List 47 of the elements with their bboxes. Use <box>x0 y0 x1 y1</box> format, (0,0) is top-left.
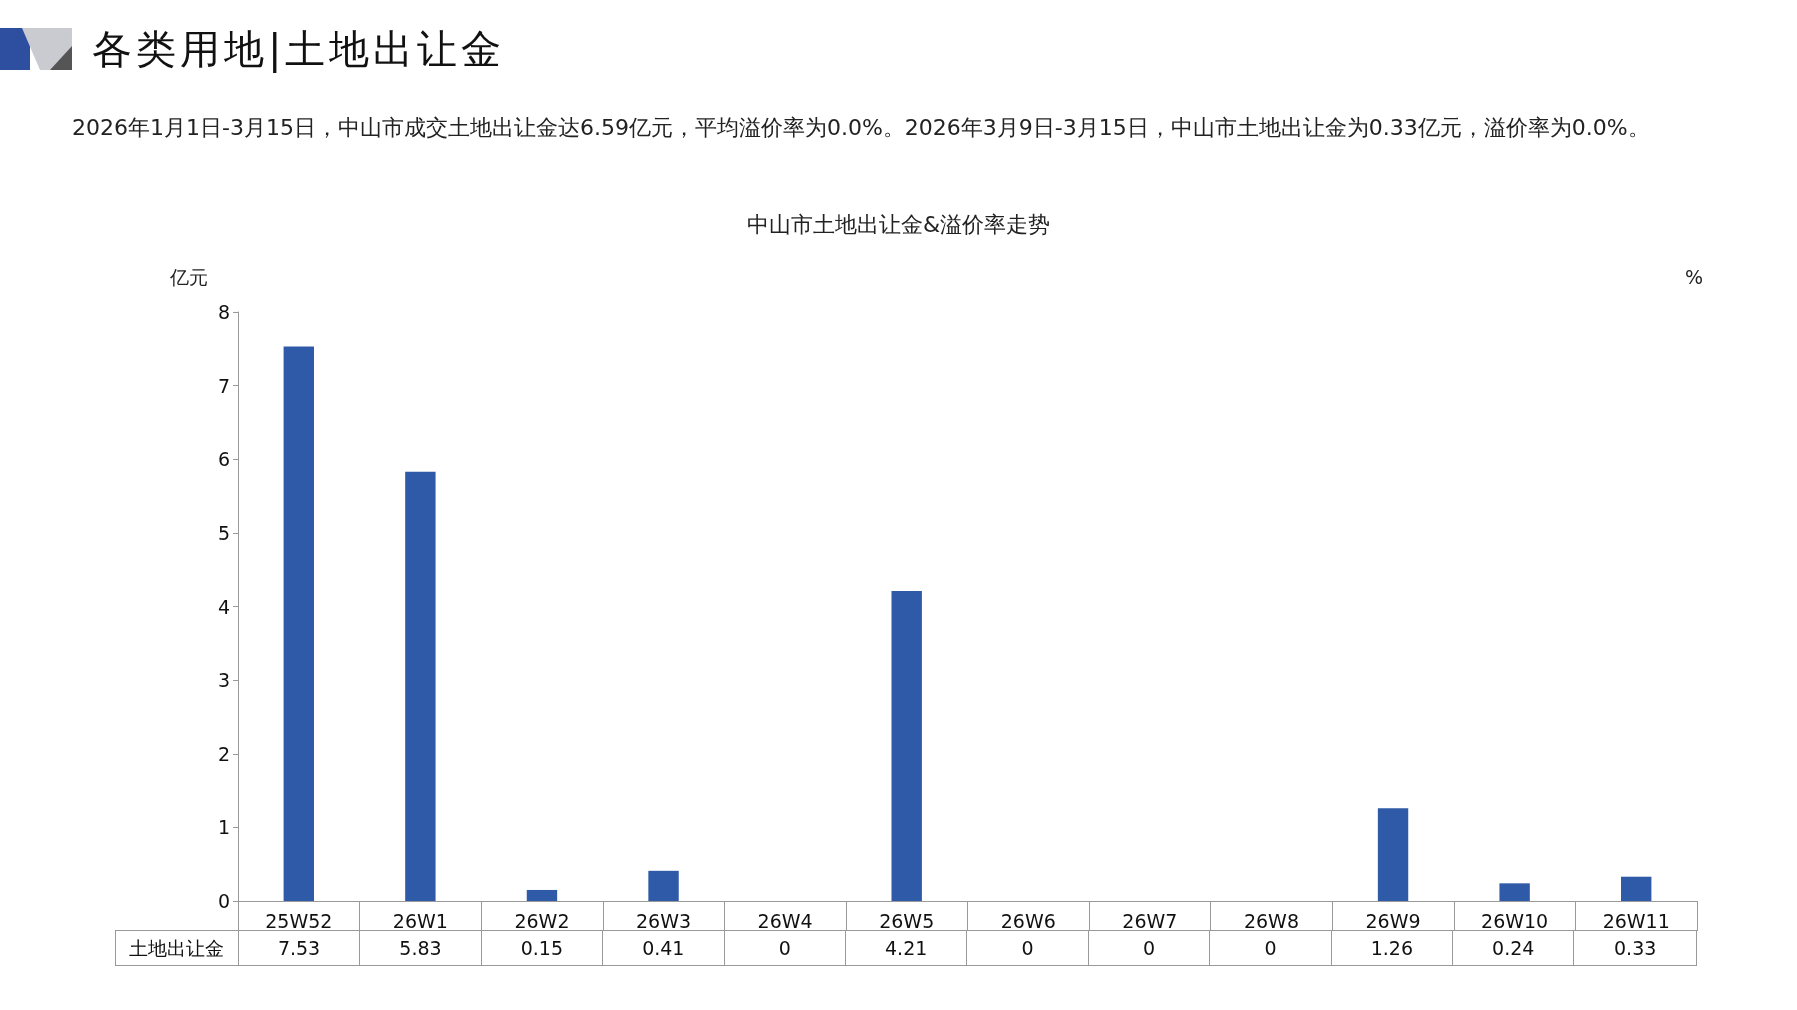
x-tick-label: 26W4 <box>757 909 813 932</box>
x-tick-label: 26W8 <box>1243 909 1299 932</box>
chart-title: 中山市土地出让金&溢价率走势 <box>746 211 1051 237</box>
x-tick-label: 26W6 <box>1000 909 1056 932</box>
y-tick-label: 6 <box>217 448 230 471</box>
y-tick-label: 0 <box>217 890 230 912</box>
data-label: 0 <box>1088 931 1211 965</box>
text: 各类用地|土地出让金 <box>92 25 506 75</box>
y-tick-label: 2 <box>217 742 230 765</box>
y-tick-label: 1 <box>217 816 230 839</box>
bar <box>648 870 679 901</box>
y-tick-label: 5 <box>217 521 230 544</box>
x-tick-label: 25W52 <box>265 909 333 932</box>
y2-axis-title: % <box>1685 265 1704 288</box>
x-tick-label: 26W1 <box>392 909 448 932</box>
y-tick-label: 7 <box>217 374 230 397</box>
data-label: 5.83 <box>360 931 482 965</box>
data-label: 0.24 <box>1453 931 1575 965</box>
bar <box>1377 808 1409 901</box>
text: 土地出让金 <box>116 931 239 965</box>
bar <box>405 471 436 901</box>
bar <box>1499 883 1530 901</box>
data-label: 4.21 <box>845 931 968 965</box>
x-tick-label: 26W3 <box>636 909 692 932</box>
x-tick-label: 26W2 <box>514 909 570 932</box>
bar <box>1621 876 1652 901</box>
y-tick-label: 8 <box>217 301 230 323</box>
bar <box>526 889 558 901</box>
y-tick-label: 3 <box>217 669 230 692</box>
data-label: 7.53 <box>238 931 361 965</box>
data-label: 0 <box>724 931 846 965</box>
text: 2026年1月1日-3月15日，中山市成交土地出让金达6.59亿元，平均溢价率为0.0%。2026年3月9日-3月15日，中山市土地出让金为0.33亿元，溢价率为0.0%。 <box>72 114 1651 142</box>
y-axis-title: 亿元 <box>169 265 208 288</box>
data-label: 1.26 <box>1331 931 1454 965</box>
x-tick-label: 26W10 <box>1481 909 1549 932</box>
data-label: 0 <box>967 931 1089 965</box>
data-label: 0.41 <box>603 931 725 965</box>
y-tick-label: 4 <box>217 595 230 618</box>
data-label: 0.33 <box>1613 936 1658 961</box>
x-tick-label: 26W7 <box>1122 909 1178 932</box>
data-label: 0.15 <box>481 931 604 965</box>
x-tick-label: 26W5 <box>879 909 935 932</box>
bar <box>891 591 922 901</box>
data-label: 0 <box>1210 931 1332 965</box>
bar <box>283 346 314 901</box>
x-tick-label: 26W11 <box>1602 909 1670 932</box>
x-tick-label: 26W9 <box>1365 909 1421 932</box>
